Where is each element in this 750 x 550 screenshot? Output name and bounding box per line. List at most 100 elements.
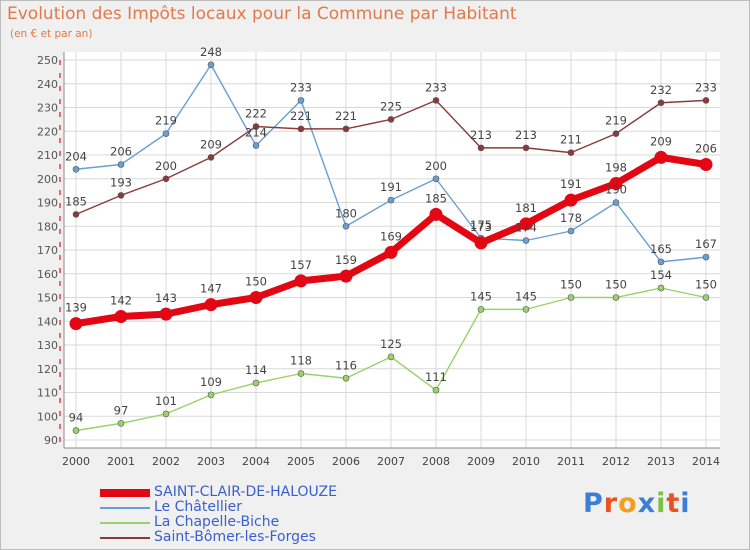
data-point (207, 61, 215, 69)
data-point (384, 245, 398, 259)
data-label: 219 (605, 114, 627, 128)
y-tick-label: 210 (37, 149, 58, 162)
data-label: 185 (65, 194, 87, 208)
data-point (252, 142, 260, 149)
data-point (522, 237, 530, 244)
data-label: 150 (245, 275, 267, 289)
data-label: 125 (380, 337, 402, 351)
data-label: 145 (470, 289, 492, 303)
data-point (114, 310, 128, 323)
data-point (162, 410, 170, 418)
data-label: 180 (335, 206, 357, 220)
data-point (207, 154, 215, 161)
x-tick-label: 2009 (467, 455, 495, 468)
data-point (159, 307, 173, 321)
data-point (342, 374, 350, 382)
data-point (207, 391, 215, 399)
x-tick-label: 2014 (692, 455, 720, 468)
data-label: 225 (380, 99, 402, 113)
data-label: 142 (110, 294, 132, 308)
data-label: 222 (245, 107, 267, 121)
legend-item-la-chapelle-biche: La Chapelle-Biche (100, 514, 400, 531)
data-label: 191 (560, 177, 582, 191)
legend-item-le-chatellier: Le Châtellier (100, 499, 400, 516)
data-label: 233 (695, 80, 717, 94)
y-tick-label: 250 (37, 54, 58, 67)
data-label: 154 (650, 268, 672, 282)
chart-title: Evolution des Impôts locaux pour la Comm… (7, 4, 517, 24)
y-tick-label: 100 (37, 410, 58, 423)
data-label: 213 (470, 128, 492, 142)
data-label: 209 (650, 134, 672, 148)
data-point (69, 317, 83, 331)
x-tick-label: 2003 (197, 455, 225, 468)
data-point (432, 97, 440, 104)
y-tick-label: 230 (37, 102, 58, 115)
legend-swatch (100, 522, 150, 524)
data-point (432, 175, 440, 183)
data-label: 198 (605, 161, 627, 175)
data-label: 193 (110, 175, 132, 189)
data-point (429, 207, 443, 221)
data-point (162, 130, 170, 137)
data-point (432, 386, 440, 394)
x-tick-label: 2010 (512, 455, 540, 468)
y-tick-label: 160 (37, 268, 58, 281)
data-point (342, 125, 350, 133)
data-point (477, 306, 485, 313)
data-label: 118 (290, 354, 312, 368)
x-tick-label: 2006 (332, 455, 360, 468)
proxiti-logo: Proxiti (583, 488, 691, 519)
data-point (204, 298, 218, 312)
x-tick-label: 2011 (557, 455, 585, 468)
data-label: 232 (650, 83, 672, 97)
logo-letter: x (637, 488, 657, 519)
data-label: 169 (380, 229, 402, 243)
data-point (297, 370, 305, 377)
data-label: 181 (515, 201, 537, 215)
data-point (342, 222, 350, 230)
logo-letter: t (666, 488, 681, 519)
data-point (654, 150, 668, 164)
data-label: 175 (470, 218, 492, 232)
data-point (657, 99, 665, 107)
data-point (519, 217, 533, 231)
data-point (297, 125, 305, 133)
data-label: 94 (69, 411, 84, 425)
data-point (702, 97, 710, 104)
x-tick-label: 2000 (62, 455, 90, 468)
data-label: 204 (65, 149, 87, 163)
y-tick-label: 170 (37, 244, 58, 257)
data-label: 116 (335, 358, 357, 372)
data-label: 213 (515, 128, 537, 142)
data-point (567, 227, 575, 235)
logo-letter: o (618, 488, 638, 519)
x-tick-label: 2005 (287, 455, 315, 468)
legend-swatch (100, 489, 150, 497)
data-label: 219 (155, 114, 177, 128)
chart-subtitle: (en € et par an) (10, 28, 93, 40)
data-point (162, 175, 170, 183)
data-label: 233 (290, 80, 312, 94)
y-tick-label: 90 (44, 434, 58, 447)
data-label: 97 (114, 403, 129, 417)
data-point (387, 353, 395, 361)
data-point (117, 161, 125, 168)
data-point (567, 294, 575, 301)
data-label: 248 (200, 45, 222, 59)
data-label: 190 (605, 183, 627, 197)
data-label: 157 (290, 258, 312, 272)
legend-label: La Chapelle-Biche (154, 514, 280, 530)
data-point (609, 177, 623, 190)
data-point (699, 158, 713, 171)
y-tick-label: 190 (37, 197, 58, 210)
y-tick-label: 240 (37, 78, 58, 91)
legend-swatch (100, 507, 150, 509)
data-label: 174 (515, 221, 537, 235)
logo-letter: P (583, 488, 604, 519)
data-label: 111 (425, 370, 447, 384)
legend-item-saint-bomer: Saint-Bômer-les-Forges (100, 529, 400, 546)
y-tick-label: 150 (37, 292, 58, 305)
legend-item-saint-clair: SAINT-CLAIR-DE-HALOUZE (100, 484, 400, 501)
data-label: 147 (200, 282, 222, 296)
